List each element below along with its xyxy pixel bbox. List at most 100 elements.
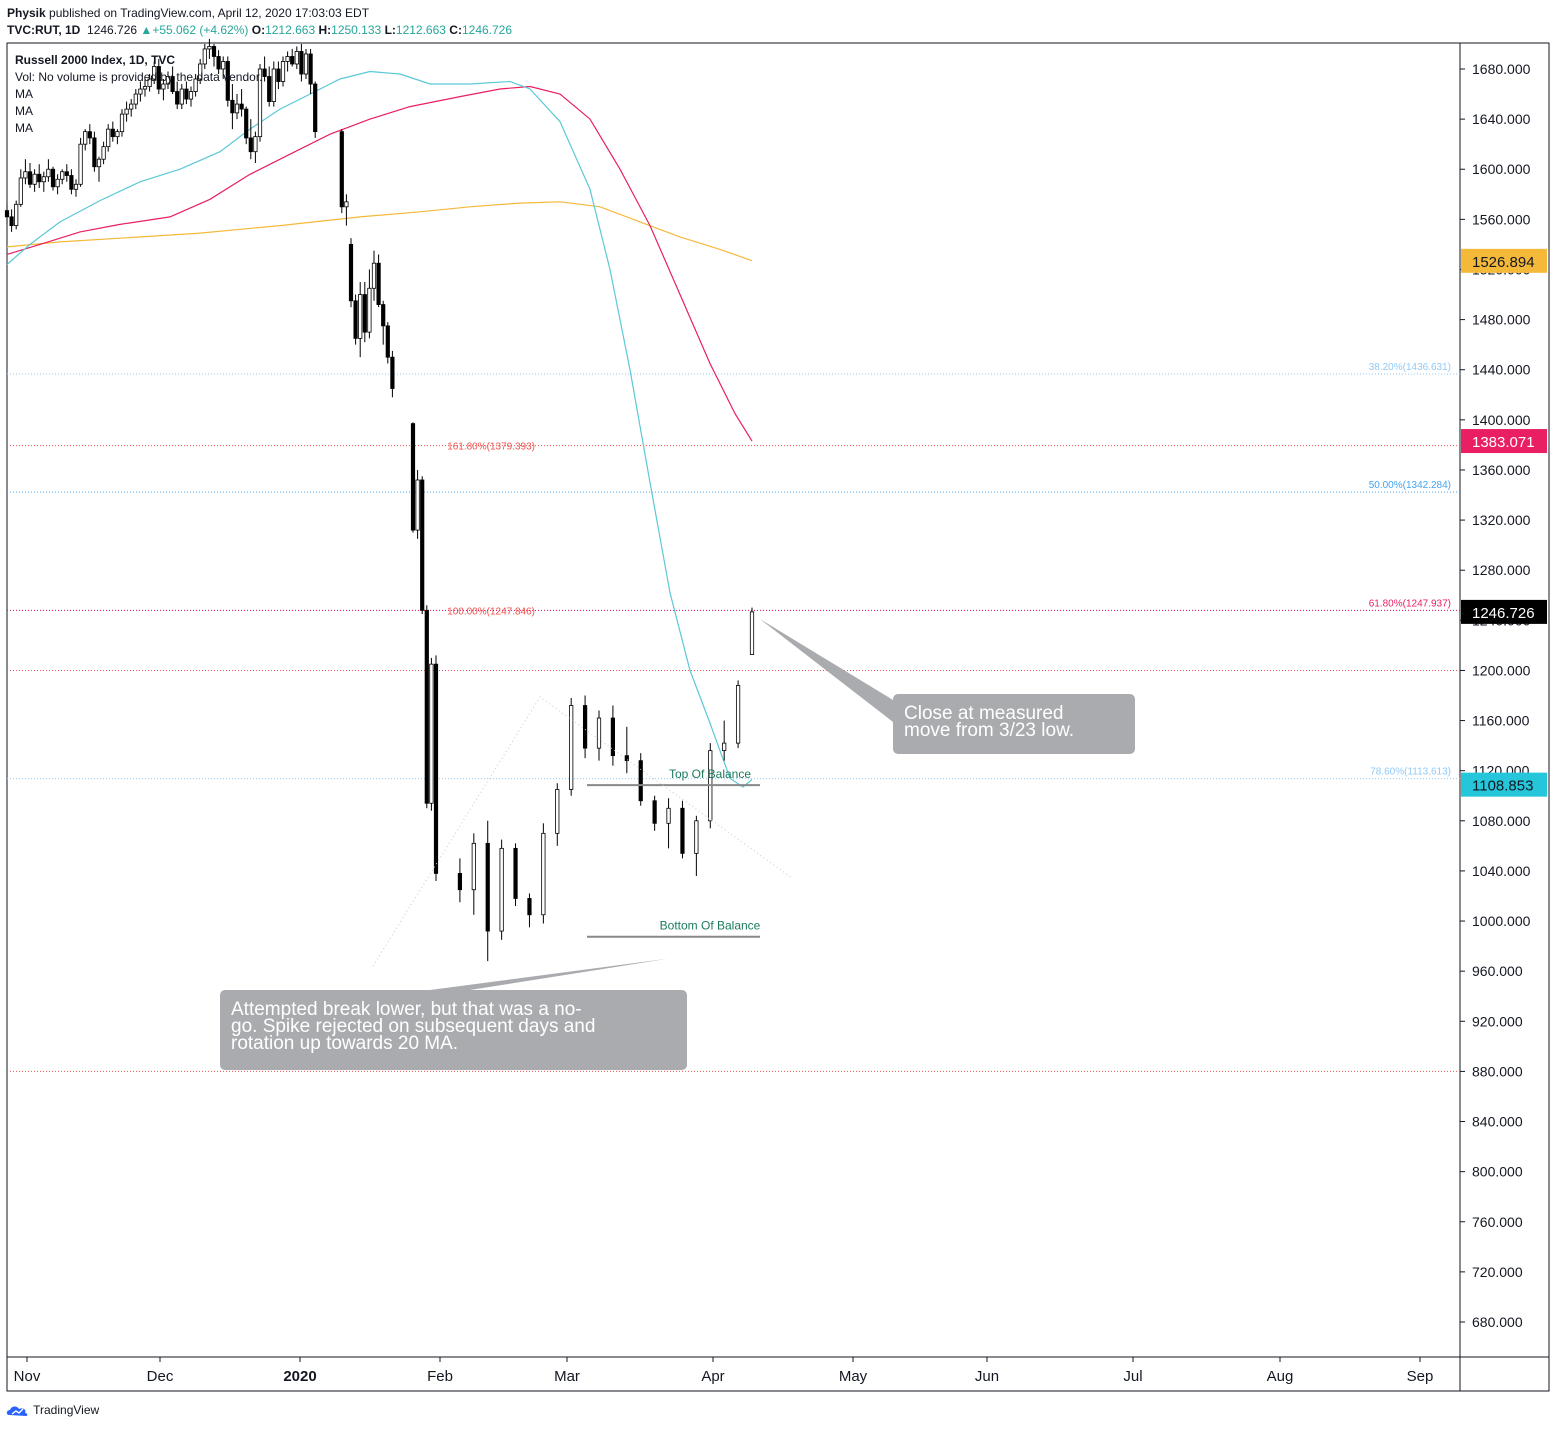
candle-body: [541, 832, 546, 916]
candle-body: [37, 173, 42, 183]
candle-body: [244, 108, 249, 139]
candle-body: [106, 128, 111, 148]
candle-body: [582, 705, 588, 749]
legend-title: Russell 2000 Index, 1D, TVC: [15, 53, 175, 67]
price-axis-label: 680.000: [1472, 1314, 1523, 1330]
time-axis-label: Jun: [975, 1368, 999, 1385]
candle-body: [73, 183, 79, 190]
candle-body: [248, 137, 253, 153]
candle-body: [280, 61, 286, 82]
candle-body: [652, 800, 657, 824]
candle-body: [18, 177, 23, 205]
candle-body: [257, 68, 263, 138]
legend-ma-1: MA: [15, 87, 33, 101]
candle-body: [46, 168, 51, 178]
candle-body: [415, 479, 420, 531]
callout-measured-move-text: move from 3/23 low.: [904, 720, 1074, 741]
candle-body: [87, 131, 92, 139]
candle-body: [115, 131, 120, 138]
time-axis-label: May: [839, 1368, 868, 1385]
price-axis-label: 1480.000: [1472, 312, 1531, 328]
candle-body: [110, 128, 115, 138]
time-axis-label: Aug: [1267, 1368, 1294, 1385]
candle-body: [138, 88, 143, 95]
price-axis-label: 1320.000: [1472, 512, 1531, 528]
candle-body: [165, 76, 171, 85]
high-label: H:: [318, 23, 332, 37]
candle-body: [339, 131, 344, 208]
tradingview-logo-icon: [6, 1406, 28, 1416]
price-axis-label: 1080.000: [1472, 813, 1531, 829]
candle-body: [119, 113, 125, 133]
price-axis-label: 1160.000: [1472, 713, 1530, 729]
candle-body: [638, 760, 643, 802]
candle-body: [555, 789, 560, 834]
time-axis-label: Nov: [14, 1368, 41, 1385]
candle-body: [133, 93, 138, 105]
price-axis-label: 1440.000: [1472, 362, 1531, 378]
candle-body: [41, 176, 46, 183]
price-axis-label: 1280.000: [1472, 562, 1531, 578]
candle-body: [362, 294, 367, 333]
callout-measured-move-text: Close at measured: [904, 703, 1063, 724]
candle-body: [569, 705, 574, 790]
candle-body: [234, 103, 240, 114]
candle-body: [596, 717, 602, 749]
candle-body: [124, 108, 129, 115]
balance-label: Top Of Balance: [669, 767, 751, 781]
low-label: L:: [384, 23, 396, 37]
ma-50-line: [6, 85, 753, 442]
candle-body: [610, 717, 616, 757]
candle-body: [32, 173, 37, 185]
candle-body: [420, 479, 425, 611]
candle-body: [188, 91, 194, 100]
price-axis-label: 1560.000: [1472, 211, 1531, 227]
price-axis-label: 1200.000: [1472, 662, 1531, 678]
time-axis-label: Mar: [554, 1368, 580, 1385]
time-axis-label: Apr: [701, 1368, 724, 1385]
candle-body: [239, 103, 244, 110]
time-axis-label: Dec: [147, 1368, 174, 1385]
candle-body: [390, 356, 395, 389]
symbol-name: TVC:RUT, 1D: [7, 23, 81, 37]
author-name: Physik: [7, 6, 46, 20]
candle-body: [624, 755, 629, 762]
up-arrow-icon: ▲: [140, 23, 153, 37]
candle-body: [262, 68, 267, 77]
candle-body: [9, 216, 14, 227]
fib-level-label: 78.60%(1113.613): [1370, 767, 1451, 778]
price-axis-label: 880.000: [1472, 1063, 1523, 1079]
candle-body: [221, 61, 226, 70]
candle-body: [60, 171, 65, 180]
candle-body: [147, 78, 152, 87]
price-axis-label: 960.000: [1472, 963, 1523, 979]
candle-body: [216, 56, 221, 70]
tradingview-branding[interactable]: TradingView: [6, 1403, 99, 1418]
candle-body: [101, 146, 106, 160]
publish-info: Physik published on TradingView.com, Apr…: [7, 6, 369, 20]
candle-body: [175, 91, 180, 105]
candle-body: [179, 88, 184, 105]
candle-body: [313, 83, 318, 133]
candle-body: [371, 262, 377, 289]
callout-break-lower-box: [220, 990, 687, 1070]
price-axis-label: 1600.000: [1472, 161, 1531, 177]
candle-body: [485, 842, 490, 932]
candle-body: [527, 898, 532, 916]
ma-20-line: [6, 70, 753, 788]
fib-level-label: 50.00%(1342.284): [1369, 480, 1451, 491]
candle-body: [680, 807, 685, 854]
price-axis-label: 840.000: [1472, 1114, 1523, 1130]
symbol-line: TVC:RUT, 1D 1246.726 ▲+55.062 (+4.62%) O…: [7, 23, 512, 37]
candle-body: [156, 66, 161, 90]
candle-body: [666, 807, 671, 824]
price-axis-label: 1360.000: [1472, 462, 1531, 478]
callout-break-lower-text: Attempted break lower, but that was a no…: [231, 999, 582, 1020]
candle-body: [193, 78, 198, 92]
callout-measured-move-pointer: [760, 619, 893, 722]
tradingview-label: TradingView: [33, 1403, 100, 1417]
fib-level-label: 100.00%(1247.846): [447, 606, 535, 617]
candle-body: [142, 86, 148, 90]
candle-body: [299, 51, 304, 75]
